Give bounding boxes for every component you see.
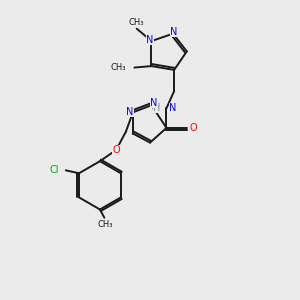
Text: CH₃: CH₃ bbox=[111, 63, 126, 72]
Text: H: H bbox=[153, 103, 160, 113]
Text: CH₃: CH₃ bbox=[128, 18, 144, 27]
Text: O: O bbox=[190, 123, 197, 133]
Text: CH₃: CH₃ bbox=[97, 220, 113, 229]
Text: N: N bbox=[126, 107, 134, 117]
Text: N: N bbox=[169, 103, 177, 113]
Text: N: N bbox=[146, 35, 154, 45]
Text: N: N bbox=[170, 27, 178, 37]
Text: N: N bbox=[150, 98, 158, 108]
Text: O: O bbox=[112, 145, 120, 155]
Text: Cl: Cl bbox=[50, 165, 59, 175]
